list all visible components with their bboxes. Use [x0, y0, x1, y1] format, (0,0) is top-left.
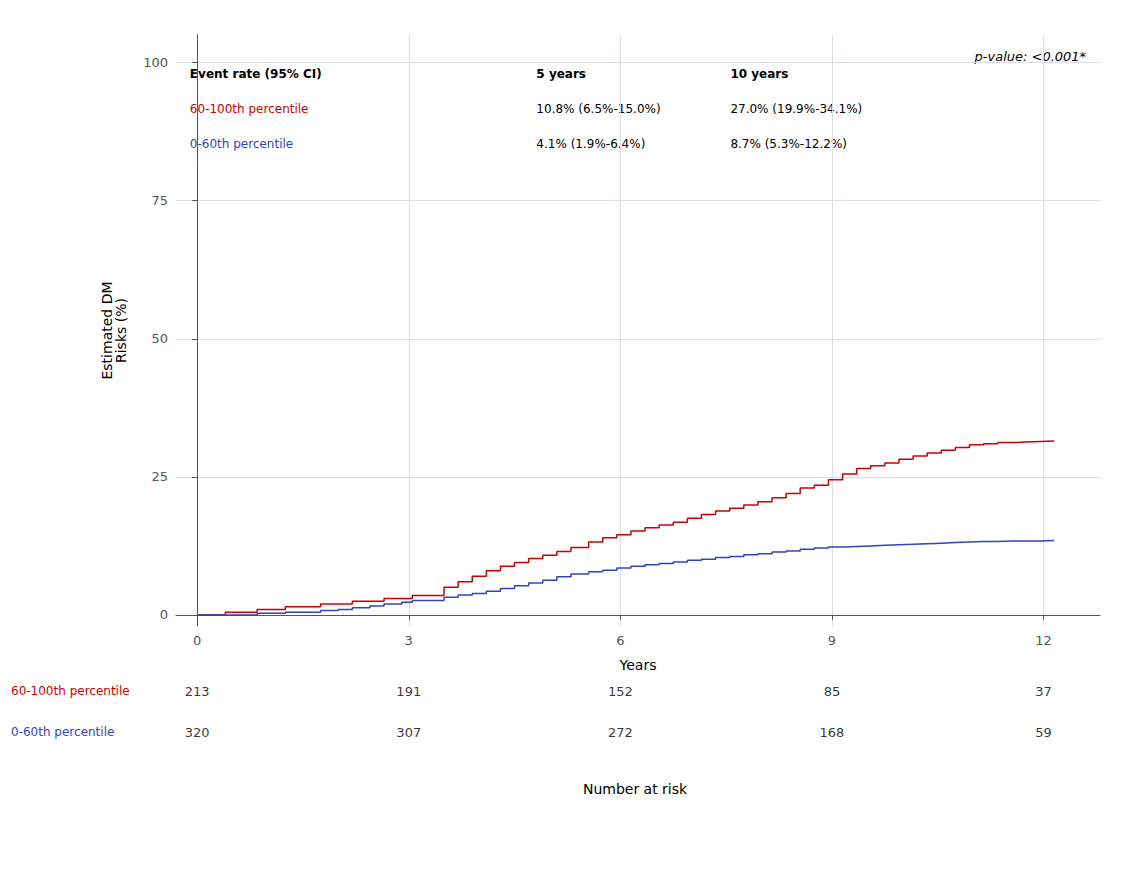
svg-text:60-100th percentile: 60-100th percentile: [11, 684, 130, 698]
svg-text:307: 307: [396, 725, 421, 740]
svg-text:9: 9: [828, 633, 836, 648]
svg-text:10.8% (6.5%-15.0%): 10.8% (6.5%-15.0%): [536, 102, 660, 116]
svg-text:10 years: 10 years: [730, 67, 788, 81]
svg-text:59: 59: [1035, 725, 1052, 740]
svg-text:Years: Years: [619, 657, 657, 673]
svg-text:320: 320: [185, 725, 210, 740]
svg-text:0-60th percentile: 0-60th percentile: [11, 725, 114, 739]
svg-text:0: 0: [160, 607, 168, 622]
svg-text:191: 191: [396, 684, 421, 699]
svg-text:100: 100: [143, 55, 168, 70]
svg-text:8.7% (5.3%-12.2%): 8.7% (5.3%-12.2%): [730, 137, 847, 151]
svg-text:85: 85: [824, 684, 841, 699]
svg-text:12: 12: [1035, 633, 1052, 648]
svg-text:272: 272: [608, 725, 633, 740]
svg-text:37: 37: [1035, 684, 1052, 699]
svg-text:6: 6: [616, 633, 624, 648]
svg-text:Number at risk: Number at risk: [583, 781, 688, 797]
svg-text:4.1% (1.9%-6.4%): 4.1% (1.9%-6.4%): [536, 137, 645, 151]
svg-text:152: 152: [608, 684, 633, 699]
svg-text:p-value: <0.001*: p-value: <0.001*: [974, 49, 1087, 64]
svg-text:5 years: 5 years: [536, 67, 586, 81]
svg-text:50: 50: [151, 331, 168, 346]
svg-text:0: 0: [193, 633, 201, 648]
svg-text:Event rate (95% CI): Event rate (95% CI): [190, 67, 322, 81]
svg-text:60-100th percentile: 60-100th percentile: [190, 102, 309, 116]
svg-text:0-60th percentile: 0-60th percentile: [190, 137, 293, 151]
svg-text:Risks (%): Risks (%): [113, 298, 129, 363]
svg-text:75: 75: [151, 193, 168, 208]
svg-text:3: 3: [405, 633, 413, 648]
svg-text:168: 168: [820, 725, 845, 740]
svg-text:Estimated DM: Estimated DM: [99, 281, 115, 380]
svg-text:27.0% (19.9%-34.1%): 27.0% (19.9%-34.1%): [730, 102, 862, 116]
svg-text:25: 25: [151, 469, 168, 484]
svg-text:213: 213: [185, 684, 210, 699]
